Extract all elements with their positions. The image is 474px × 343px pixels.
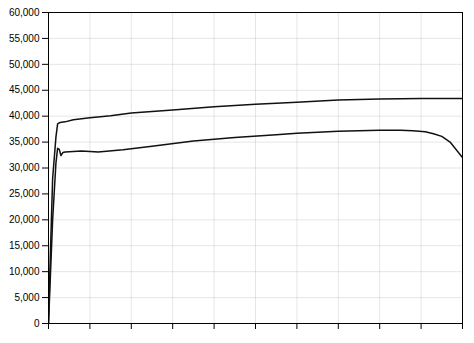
- svg-text:15,000: 15,000: [9, 240, 40, 251]
- svg-text:45,000: 45,000: [9, 84, 40, 95]
- svg-text:10,000: 10,000: [9, 266, 40, 277]
- svg-text:40,000: 40,000: [9, 110, 40, 121]
- svg-text:25,000: 25,000: [9, 188, 40, 199]
- svg-text:55,000: 55,000: [9, 33, 40, 44]
- svg-text:60,000: 60,000: [9, 7, 40, 18]
- svg-text:50,000: 50,000: [9, 59, 40, 70]
- svg-text:0: 0: [34, 318, 40, 329]
- svg-text:35,000: 35,000: [9, 136, 40, 147]
- svg-text:5,000: 5,000: [14, 292, 39, 303]
- svg-text:30,000: 30,000: [9, 162, 40, 173]
- svg-text:20,000: 20,000: [9, 214, 40, 225]
